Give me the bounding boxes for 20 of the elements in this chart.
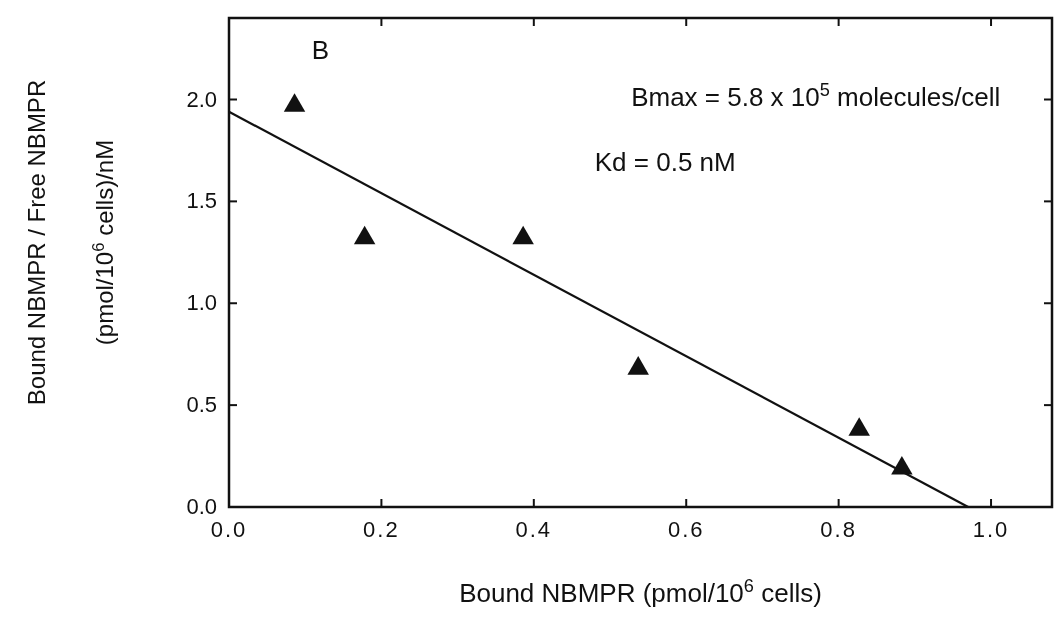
y-tick-label: 0.5	[186, 392, 217, 418]
point	[353, 225, 376, 245]
annotation: Bmax = 5.8 x 10$^{5}$ molecules/cell	[631, 79, 1001, 112]
point	[627, 356, 649, 375]
y-tick-label: 0.0	[186, 494, 217, 519]
point	[512, 225, 534, 245]
x-axis-title: Bound NBMPR (pmol/10$^{6}$ cells)	[459, 576, 822, 608]
x-tick-label: 0.2	[363, 517, 400, 542]
y-tick-label: 2.0	[186, 86, 217, 112]
point	[848, 417, 870, 436]
x-tick-label: 0.0	[210, 517, 248, 542]
x-tick-label: 0.6	[667, 517, 705, 542]
x-tick-label: 0.8	[820, 517, 857, 542]
y-tick-label: 1.0	[186, 290, 217, 316]
annotation: Kd = 0.5 nM	[594, 146, 736, 177]
point	[283, 93, 306, 112]
annotation: B	[311, 34, 330, 65]
x-tick-label: 0.4	[515, 517, 553, 542]
x-tick-label: 1.0	[972, 517, 1010, 542]
y-tick-label: 1.5	[186, 188, 217, 214]
